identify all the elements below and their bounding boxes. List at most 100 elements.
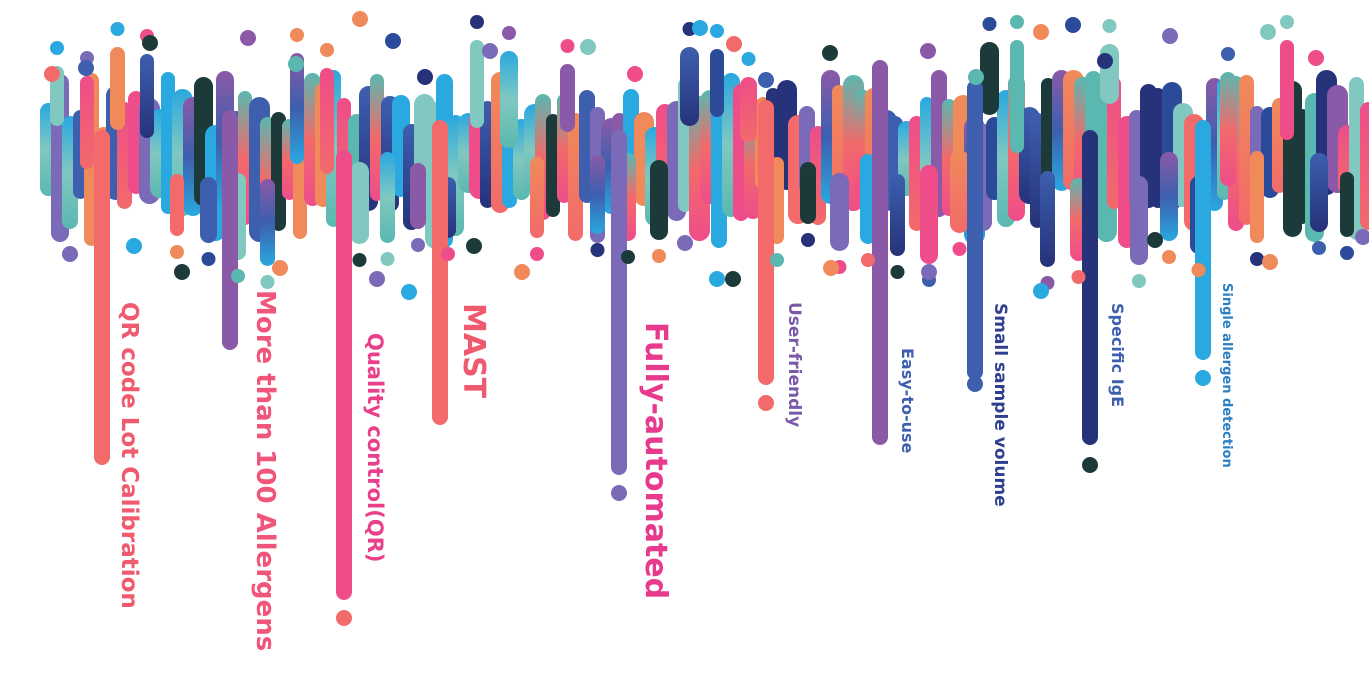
paint-stripe (1250, 151, 1264, 243)
feature-label-specific-ige: Specific IgE (1108, 303, 1127, 408)
paint-dot (1221, 47, 1235, 61)
long-paint-stripe (611, 130, 627, 475)
paint-dot (441, 247, 455, 261)
paint-dot (822, 45, 838, 61)
paint-dot (580, 39, 596, 55)
paint-stripe (1107, 77, 1121, 209)
paint-stripe (560, 64, 575, 132)
feature-label-fully-automated: Fully-automated (638, 322, 673, 600)
paint-stripe (1310, 153, 1328, 232)
paint-dot (1191, 263, 1206, 277)
paint-dot (611, 485, 627, 501)
paint-dot (1260, 24, 1276, 40)
paint-dot (1340, 246, 1354, 260)
paint-stripe (830, 173, 849, 251)
paint-dot (401, 284, 417, 300)
feature-label-quality-control: Quality control(QR) (363, 333, 387, 563)
paint-dot (758, 395, 774, 411)
paint-stripe (1130, 176, 1148, 265)
paint-dot (385, 33, 401, 49)
paint-stripe (800, 162, 816, 224)
paint-dot (110, 22, 125, 36)
feature-label-mast: MAST (456, 303, 491, 399)
paint-dot (725, 271, 741, 287)
paint-stripe (290, 53, 304, 164)
paint-dot (770, 253, 784, 267)
paint-dot (44, 66, 60, 82)
paint-stripe (170, 174, 184, 236)
paint-dot (201, 252, 216, 266)
paint-dot (514, 264, 530, 280)
paint-dot (466, 238, 482, 254)
paint-dot (726, 36, 742, 52)
paint-dot (142, 35, 158, 51)
long-paint-stripe (222, 110, 238, 350)
paint-dot (758, 72, 774, 88)
paint-dot (967, 376, 983, 392)
paint-dot (482, 43, 498, 59)
paint-dot (590, 243, 605, 257)
paint-dot (417, 69, 433, 85)
paint-dot (288, 56, 304, 72)
paint-dot (336, 610, 352, 626)
paint-dot (677, 235, 693, 251)
paint-stripe (680, 47, 699, 126)
paint-stripe (710, 49, 724, 117)
paint-dot (982, 17, 997, 31)
paint-dot (530, 247, 544, 261)
paint-dot (369, 271, 385, 287)
paint-dot (1250, 252, 1264, 266)
paint-dot (921, 264, 937, 280)
paint-dot (78, 60, 94, 76)
paint-stripe (110, 47, 125, 130)
paint-dot (1147, 232, 1163, 248)
paint-stripe (920, 165, 938, 264)
paint-dot (62, 246, 78, 262)
paint-dot (352, 253, 367, 267)
paint-stripe (80, 76, 94, 169)
paint-dot (627, 66, 643, 82)
paint-stripe (500, 51, 518, 148)
paint-stripe (650, 160, 668, 240)
paint-dot (231, 269, 245, 283)
paint-dot (1033, 283, 1049, 299)
paint-dot (470, 15, 484, 29)
paint-stripe (320, 68, 334, 174)
paint-dot (1102, 19, 1117, 33)
paint-dot (170, 245, 184, 259)
paint-stripe (1360, 102, 1369, 230)
paint-stripe (1280, 40, 1294, 140)
long-paint-stripe (1082, 130, 1098, 445)
paint-stripe (1010, 40, 1024, 153)
paint-dot (260, 275, 275, 289)
paint-stripe (410, 163, 426, 229)
long-paint-stripe (336, 150, 352, 600)
paint-dot (952, 242, 967, 256)
paint-dot (1355, 229, 1369, 245)
feature-label-easy-to-use: Easy-to-use (898, 348, 917, 454)
paint-dot (823, 260, 839, 276)
feature-label-user-friendly: User-friendly (784, 302, 804, 428)
paint-stripe (950, 150, 969, 233)
paint-dot (1312, 241, 1326, 255)
paint-stripe (590, 155, 605, 234)
paint-dot (1132, 274, 1146, 288)
paint-stripe (980, 42, 999, 115)
paint-stripe (1160, 152, 1178, 241)
paint-stripe (200, 177, 217, 243)
paint-dot (1033, 24, 1049, 40)
paint-dot (1195, 370, 1211, 386)
paint-dot (968, 69, 984, 85)
paint-dot (502, 26, 516, 40)
paint-dot (710, 24, 724, 38)
feature-label-allergens: More than 100 Allergens (250, 290, 280, 652)
paint-stripe (1100, 44, 1119, 104)
paint-dot (411, 238, 425, 252)
paint-dot (801, 233, 815, 247)
paint-dot (1280, 15, 1294, 29)
paint-dot (126, 238, 142, 254)
paint-stripe (1041, 78, 1055, 190)
paint-dot (174, 264, 190, 280)
paint-stripe (740, 77, 757, 142)
